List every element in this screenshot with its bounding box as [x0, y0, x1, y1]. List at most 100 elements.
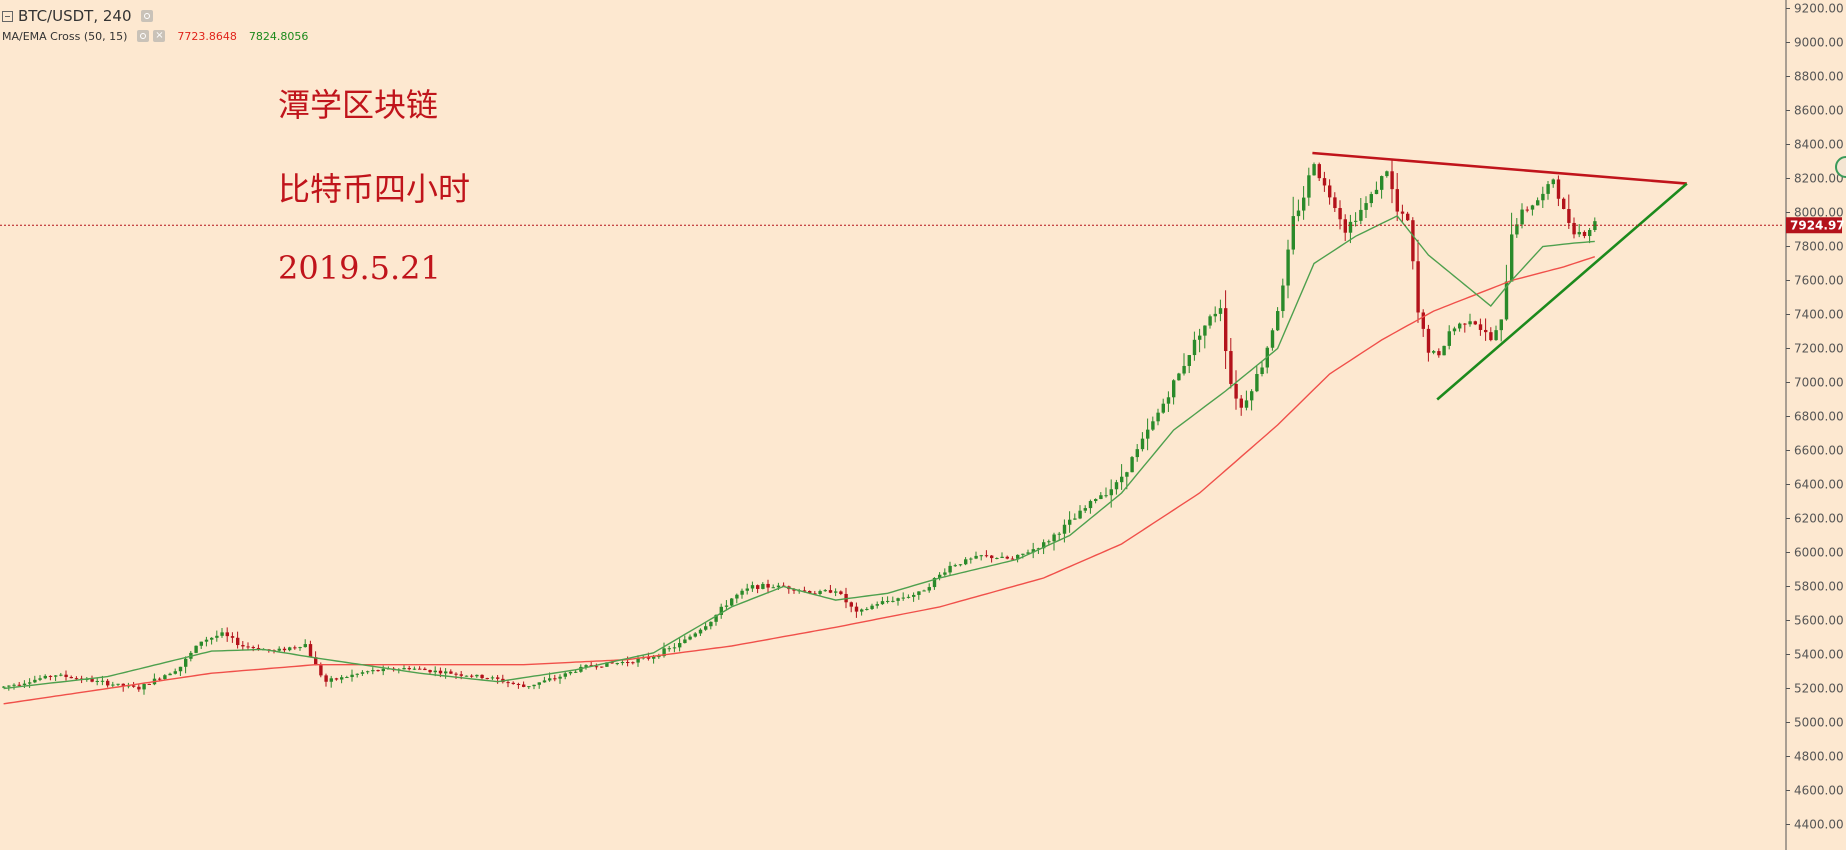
price-tick-label: 8200.00 — [1794, 172, 1844, 186]
candle — [324, 673, 328, 687]
candle — [1078, 505, 1082, 520]
candle — [1328, 179, 1332, 205]
candle — [178, 666, 183, 676]
candle — [1135, 444, 1139, 462]
candle — [740, 588, 744, 599]
price-tick-label: 5800.00 — [1794, 580, 1844, 594]
resistance-trendline[interactable] — [1312, 151, 1687, 185]
price-tick-label: 7000.00 — [1794, 376, 1844, 390]
candle — [1281, 278, 1285, 318]
candle — [142, 682, 146, 695]
candle — [298, 646, 302, 651]
candle — [1296, 199, 1301, 222]
candle — [1530, 204, 1535, 216]
symbol-label: BTC/USDT, 240 — [18, 7, 132, 25]
moving-averages-layer — [3, 215, 1596, 705]
candle — [979, 554, 983, 561]
candle — [657, 653, 661, 659]
candle — [948, 561, 952, 576]
candle — [1593, 217, 1597, 233]
candle — [1031, 542, 1035, 559]
candle — [1312, 162, 1316, 176]
candle — [59, 672, 63, 677]
candle — [938, 572, 942, 581]
price-axis: 4400.00 4600.00 4800.00 5000.00 5200.00 5400.… — [1785, 0, 1844, 850]
candle — [553, 674, 557, 682]
candle — [683, 635, 687, 644]
price-tick-label: 7200.00 — [1794, 342, 1844, 356]
candle — [995, 557, 999, 560]
collapse-icon[interactable] — [2, 10, 13, 22]
candle — [745, 583, 749, 595]
candle — [506, 679, 510, 688]
candle — [631, 661, 635, 665]
candle — [896, 597, 900, 606]
symbol-row: BTC/USDT, 240 — [2, 6, 308, 26]
candle — [761, 582, 765, 590]
price-tick-label: 8600.00 — [1794, 104, 1844, 118]
candle — [823, 589, 827, 592]
price-tick-label: 8800.00 — [1794, 70, 1844, 84]
candle — [537, 682, 541, 689]
candle — [1390, 159, 1394, 204]
candle — [1406, 211, 1410, 221]
candle — [974, 551, 978, 560]
candle — [984, 550, 989, 558]
price-tick-label: 4400.00 — [1794, 818, 1844, 832]
candle — [288, 646, 292, 652]
price-tick-label: 7400.00 — [1794, 308, 1844, 322]
candle — [137, 684, 141, 692]
candle — [1068, 511, 1072, 533]
candle — [1073, 513, 1077, 520]
indicator-value-fast: 7824.8056 — [248, 29, 309, 43]
price-tick-label: 7800.00 — [1794, 240, 1844, 254]
candle — [698, 628, 703, 637]
candle — [943, 568, 947, 578]
candle — [340, 674, 344, 684]
candle — [1208, 314, 1212, 329]
ma-slow-line — [3, 256, 1596, 705]
candle — [1348, 214, 1353, 244]
candle — [958, 564, 963, 567]
candle — [121, 683, 125, 692]
candle — [334, 677, 339, 681]
candle — [953, 563, 957, 567]
candle — [204, 636, 209, 647]
candle — [667, 645, 671, 652]
candle — [1026, 549, 1030, 555]
price-tick-label: 6000.00 — [1794, 546, 1844, 560]
indicator-close-icon[interactable]: × — [153, 30, 166, 42]
support-trendline[interactable] — [1436, 182, 1688, 401]
indicator-gear-icon[interactable] — [137, 30, 150, 42]
price-tick-label: 9000.00 — [1794, 36, 1844, 50]
candle — [1146, 418, 1150, 451]
candle — [194, 645, 198, 654]
candle — [480, 674, 484, 680]
price-tick-label: 5400.00 — [1794, 648, 1844, 662]
candle — [750, 581, 755, 592]
candle — [402, 664, 406, 670]
candle — [230, 632, 235, 643]
settings-gear-icon[interactable] — [141, 10, 154, 22]
scroll-handle[interactable] — [1835, 156, 1846, 178]
candle — [1354, 212, 1358, 227]
candle — [366, 670, 370, 675]
candle — [1250, 389, 1254, 411]
candle — [891, 596, 895, 603]
candle — [917, 591, 921, 600]
candle — [1432, 350, 1436, 355]
candle — [834, 588, 838, 597]
candle — [1551, 178, 1555, 188]
svg-text:7924.97: 7924.97 — [1790, 218, 1845, 232]
candle — [1104, 487, 1108, 498]
candle — [17, 681, 21, 687]
candle — [870, 603, 874, 611]
candle — [1510, 212, 1514, 282]
candle — [329, 675, 333, 688]
candle — [1504, 264, 1509, 321]
candle — [1083, 505, 1087, 514]
candle — [1177, 372, 1181, 381]
candle — [1442, 345, 1446, 356]
